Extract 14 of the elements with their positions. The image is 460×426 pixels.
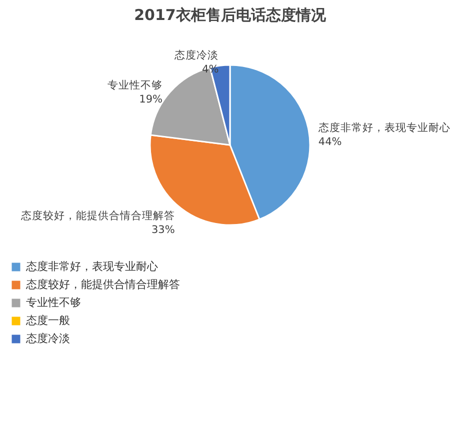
slice-label: 专业性不够 — [107, 78, 162, 92]
chart-title: 2017衣柜售后电话态度情况 — [134, 6, 327, 24]
legend-label: 态度较好，能提供合情合理解答 — [25, 278, 180, 291]
slice-label: 态度非常好，表现专业耐心 — [317, 121, 450, 134]
data-label: 4% — [202, 64, 219, 76]
legend-label: 专业性不够 — [26, 296, 81, 309]
data-label: 33% — [151, 224, 175, 236]
slice-label: 态度较好，能提供合情合理解答 — [20, 209, 175, 222]
legend-label: 态度一般 — [25, 314, 70, 327]
data-label: 19% — [139, 93, 163, 106]
legend-label: 态度非常好，表现专业耐心 — [25, 260, 158, 273]
data-label: 44% — [318, 136, 342, 148]
legend-label: 态度冷淡 — [25, 332, 70, 345]
slice-label: 态度冷淡 — [174, 48, 219, 62]
